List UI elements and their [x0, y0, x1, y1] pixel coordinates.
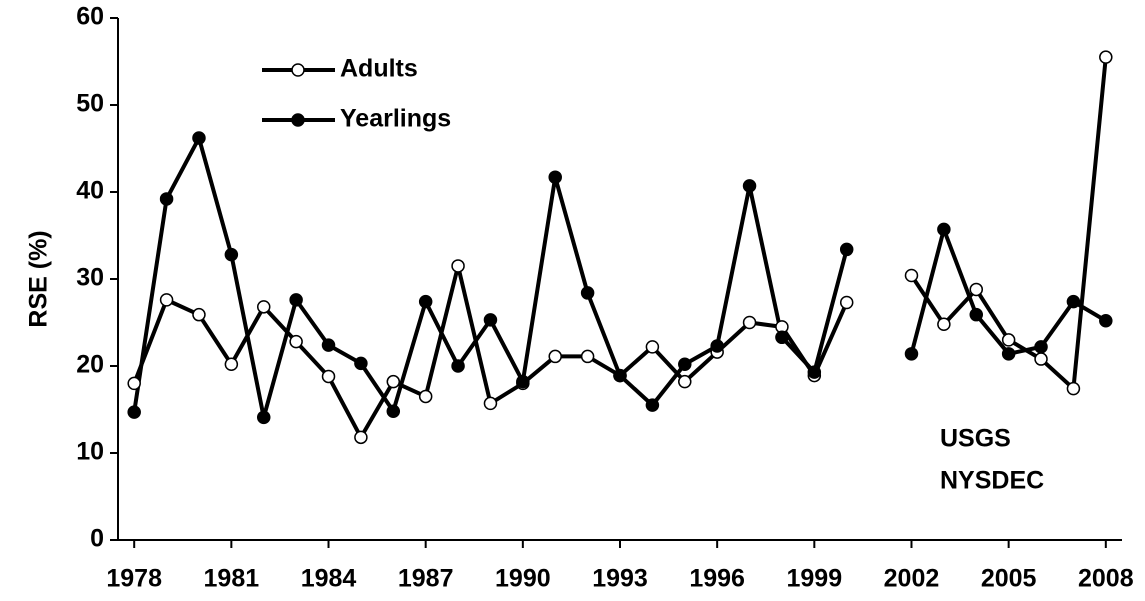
marker [1001, 333, 1016, 347]
marker [483, 396, 498, 411]
marker [613, 368, 627, 383]
marker [678, 374, 692, 389]
marker [354, 430, 368, 445]
marker [289, 334, 303, 349]
marker [127, 376, 141, 391]
marker [483, 313, 498, 327]
marker [807, 365, 822, 379]
marker [678, 357, 692, 372]
y-tick-label: 50 [76, 90, 104, 118]
annotation: NYSDEC [940, 467, 1044, 495]
marker [1034, 340, 1048, 354]
marker [451, 259, 465, 273]
x-tick-label: 1993 [592, 565, 648, 593]
x-tick-label: 1981 [204, 565, 260, 593]
y-tick-label: 30 [76, 264, 104, 292]
legend-label: Adults [340, 55, 418, 83]
marker [742, 315, 757, 330]
marker [645, 340, 660, 354]
marker [321, 369, 336, 384]
marker [418, 389, 433, 404]
marker [839, 242, 854, 257]
marker [710, 339, 724, 353]
y-tick-label: 0 [90, 525, 104, 553]
marker [742, 179, 757, 193]
marker [904, 347, 919, 361]
marker [1066, 381, 1081, 396]
x-tick-label: 2005 [981, 565, 1037, 593]
y-tick-label: 60 [76, 3, 104, 31]
x-tick-label: 1987 [398, 565, 454, 593]
marker [289, 293, 303, 307]
marker [256, 410, 271, 425]
legend-label: Yearlings [340, 105, 451, 133]
marker [354, 356, 368, 371]
x-tick-label: 1996 [689, 565, 745, 593]
marker [1066, 294, 1081, 309]
marker [937, 222, 951, 237]
marker [839, 295, 854, 310]
annotation: USGS [940, 425, 1011, 453]
marker [580, 286, 595, 300]
marker [1099, 314, 1113, 328]
x-tick-label: 1999 [787, 565, 843, 593]
marker [775, 330, 789, 345]
marker [159, 293, 174, 307]
marker [224, 357, 239, 372]
legend-marker [291, 63, 305, 77]
marker [386, 404, 401, 418]
marker [516, 374, 530, 389]
marker [548, 170, 562, 184]
y-tick-label: 20 [76, 351, 104, 379]
x-tick-label: 2002 [884, 565, 940, 593]
x-tick-label: 1978 [106, 565, 162, 593]
marker [645, 398, 660, 412]
marker [1034, 352, 1048, 366]
marker [1001, 347, 1016, 361]
marker [969, 307, 984, 322]
marker [904, 268, 919, 283]
marker [256, 300, 271, 314]
y-axis-label: RSE (%) [25, 230, 53, 327]
x-tick-label: 2008 [1078, 565, 1134, 593]
marker [224, 247, 239, 262]
x-tick-label: 1990 [495, 565, 551, 593]
marker [127, 405, 141, 419]
y-tick-label: 40 [76, 177, 104, 205]
marker [1099, 50, 1113, 64]
marker [192, 131, 206, 145]
marker [386, 374, 401, 389]
marker [418, 294, 433, 309]
y-tick-label: 10 [76, 438, 104, 466]
marker [159, 192, 174, 206]
legend-marker [291, 113, 305, 127]
x-tick-label: 1984 [301, 565, 357, 593]
marker [192, 307, 206, 322]
marker [580, 349, 595, 364]
marker [937, 317, 951, 331]
marker [321, 338, 336, 352]
marker [451, 359, 465, 373]
marker [548, 349, 562, 364]
marker [969, 282, 984, 297]
